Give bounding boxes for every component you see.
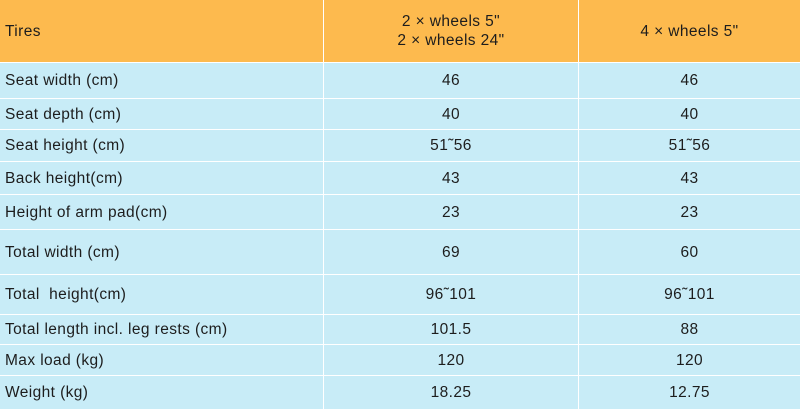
value-cell: 43 bbox=[579, 162, 800, 194]
value-cell: 46 bbox=[324, 63, 578, 98]
value-cell: 40 bbox=[324, 99, 578, 129]
value-cell: 60 bbox=[579, 230, 800, 274]
header-cell: 4 × wheels 5" bbox=[579, 0, 800, 62]
header-cell: 2 × wheels 5" 2 × wheels 24" bbox=[324, 0, 578, 62]
row-label: Seat height (cm) bbox=[0, 130, 323, 161]
row-label: Back height(cm) bbox=[0, 162, 323, 194]
row-label: Max load (kg) bbox=[0, 345, 323, 375]
value-cell: 88 bbox=[579, 315, 800, 344]
header-cell: Tires bbox=[0, 0, 323, 62]
value-cell: 51˜56 bbox=[324, 130, 578, 161]
value-cell: 23 bbox=[324, 195, 578, 229]
row-label: Weight (kg) bbox=[0, 376, 323, 409]
value-cell: 120 bbox=[324, 345, 578, 375]
value-cell: 40 bbox=[579, 99, 800, 129]
value-cell: 43 bbox=[324, 162, 578, 194]
value-cell: 69 bbox=[324, 230, 578, 274]
value-cell: 18.25 bbox=[324, 376, 578, 409]
row-label: Total height(cm) bbox=[0, 275, 323, 314]
row-label: Total width (cm) bbox=[0, 230, 323, 274]
row-label: Height of arm pad(cm) bbox=[0, 195, 323, 229]
value-cell: 101.5 bbox=[324, 315, 578, 344]
value-cell: 96˜101 bbox=[324, 275, 578, 314]
row-label: Seat width (cm) bbox=[0, 63, 323, 98]
row-label: Seat depth (cm) bbox=[0, 99, 323, 129]
row-label: Total length incl. leg rests (cm) bbox=[0, 315, 323, 344]
value-cell: 51˜56 bbox=[579, 130, 800, 161]
value-cell: 12.75 bbox=[579, 376, 800, 409]
value-cell: 96˜101 bbox=[579, 275, 800, 314]
value-cell: 46 bbox=[579, 63, 800, 98]
value-cell: 120 bbox=[579, 345, 800, 375]
value-cell: 23 bbox=[579, 195, 800, 229]
